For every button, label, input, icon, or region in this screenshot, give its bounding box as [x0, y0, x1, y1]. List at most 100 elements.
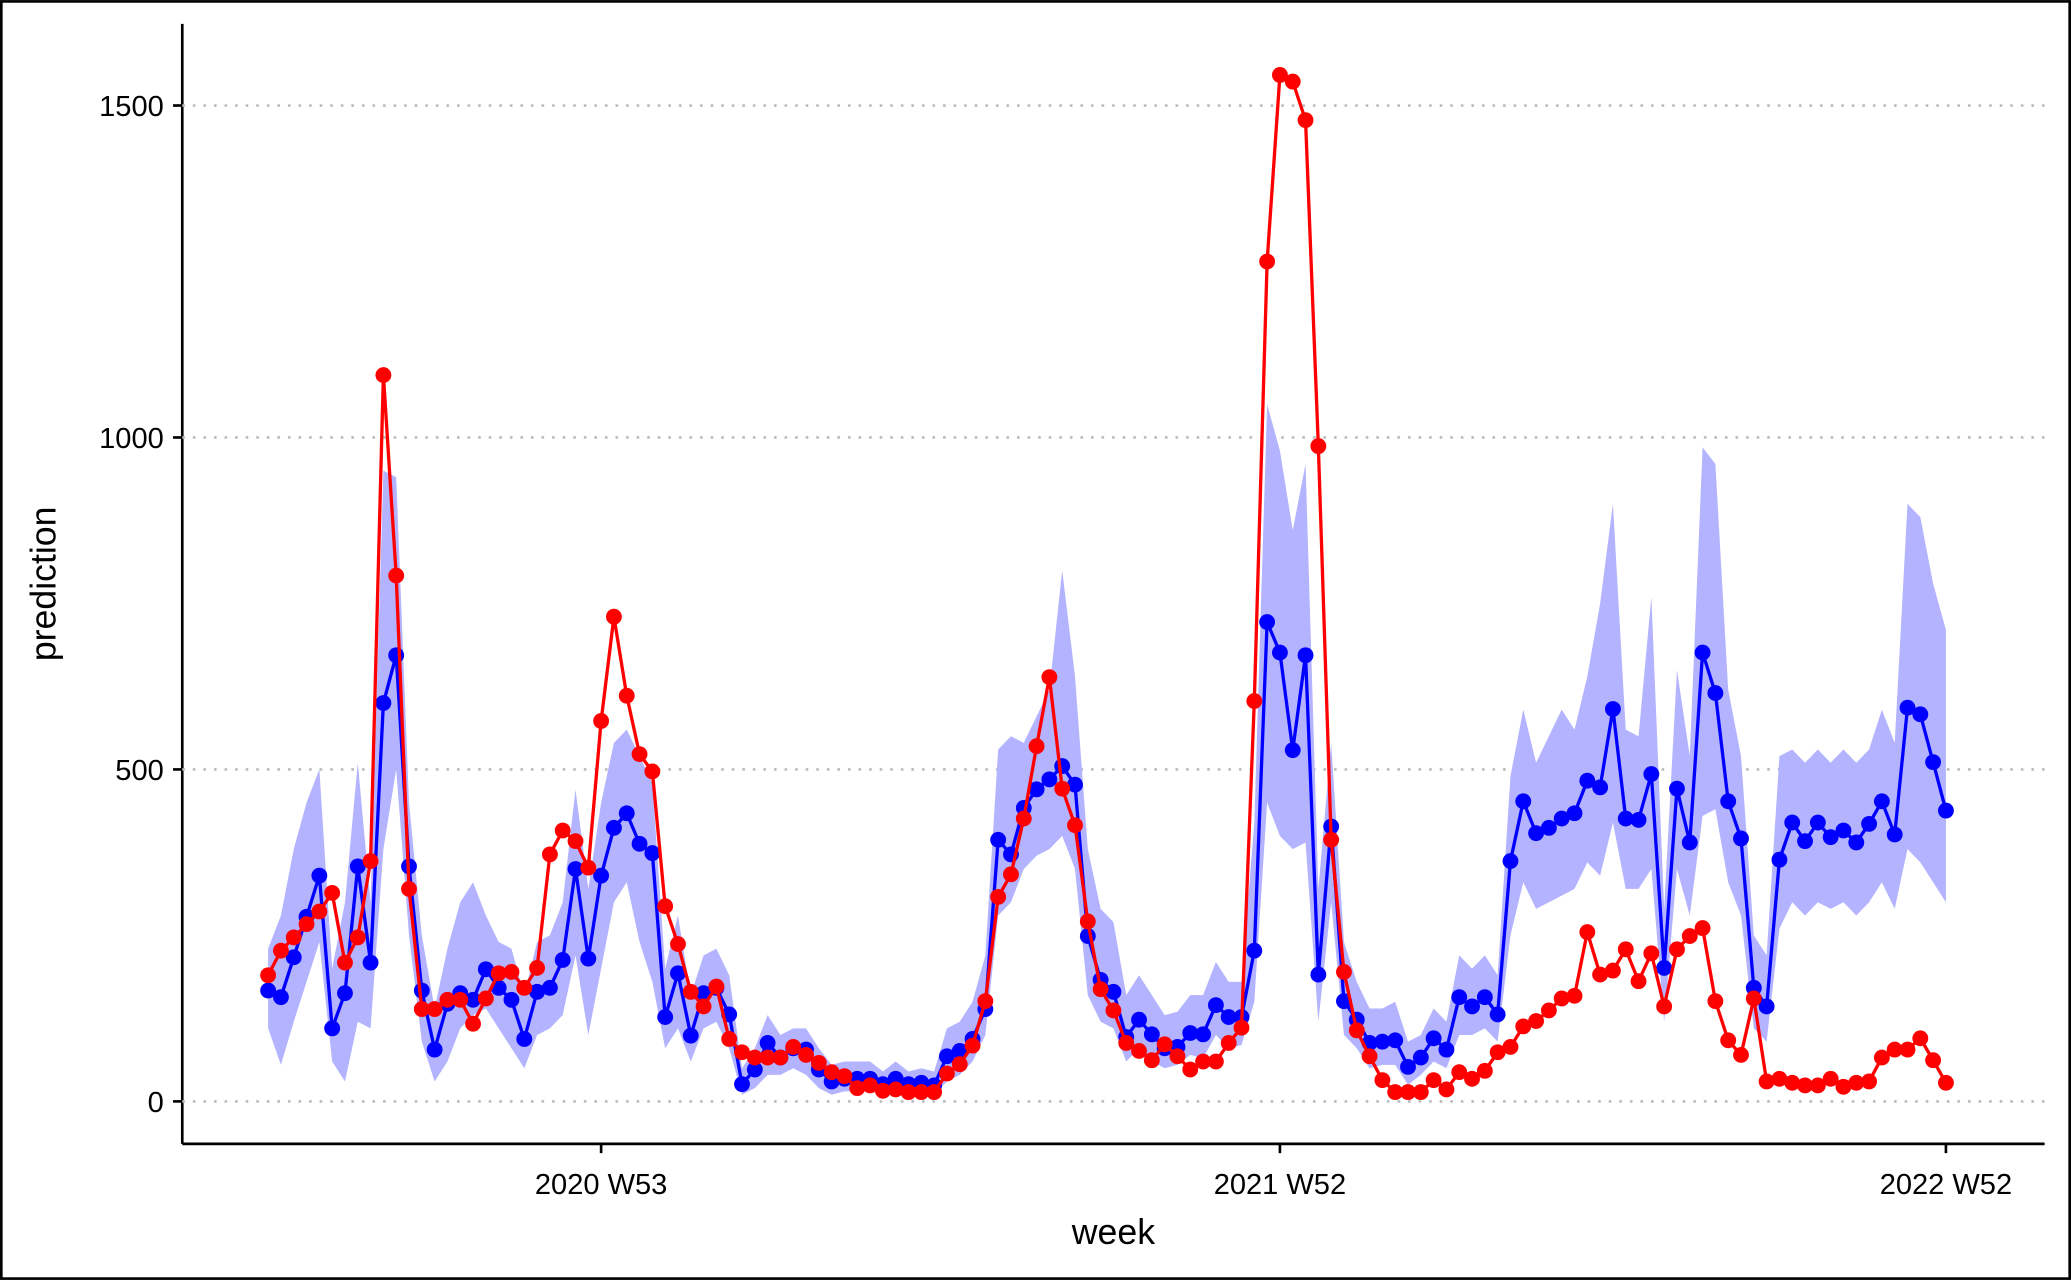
data-point	[1003, 866, 1019, 883]
data-point	[1233, 1019, 1250, 1036]
data-point	[1143, 1052, 1160, 1069]
data-point	[990, 888, 1007, 905]
data-point	[1886, 826, 1903, 843]
data-point	[1054, 758, 1071, 775]
y-tick-label: 0	[148, 1087, 164, 1119]
data-point	[977, 993, 994, 1010]
data-point	[964, 1037, 981, 1054]
data-point	[1861, 1073, 1878, 1090]
data-point	[746, 1061, 763, 1078]
data-point	[1553, 990, 1570, 1007]
data-point	[503, 991, 520, 1008]
data-point	[580, 950, 597, 967]
data-point	[1861, 815, 1878, 832]
data-point	[1182, 1025, 1199, 1041]
data-point	[606, 608, 622, 625]
data-point	[1566, 987, 1583, 1004]
data-point	[1617, 810, 1634, 827]
data-point	[1400, 1084, 1416, 1101]
data-point	[1079, 913, 1096, 930]
data-point	[657, 898, 674, 915]
data-point	[567, 861, 584, 877]
data-point	[273, 989, 289, 1006]
data-point	[1336, 964, 1352, 980]
data-point	[759, 1035, 776, 1051]
data-point	[529, 960, 546, 976]
data-point	[1451, 1064, 1468, 1081]
data-point	[554, 822, 571, 839]
data-point	[1489, 1006, 1506, 1023]
data-point	[1092, 981, 1109, 998]
data-point	[541, 979, 558, 996]
data-point	[1630, 811, 1647, 828]
data-point	[1848, 834, 1865, 851]
data-point	[1028, 738, 1045, 755]
y-tick-label: 1000	[99, 423, 164, 455]
data-point	[1707, 993, 1724, 1010]
data-point	[670, 965, 686, 982]
data-point	[567, 833, 584, 850]
data-point	[1195, 1026, 1212, 1043]
data-point	[670, 936, 686, 952]
data-point	[1041, 771, 1058, 788]
data-point	[1528, 1013, 1545, 1029]
data-point	[529, 983, 546, 1000]
data-point	[823, 1064, 840, 1081]
data-point	[388, 567, 405, 584]
data-point	[311, 903, 328, 920]
data-point	[1412, 1084, 1429, 1101]
data-point	[375, 695, 392, 711]
data-point	[1515, 1018, 1532, 1035]
data-point	[913, 1084, 930, 1101]
data-point	[375, 367, 392, 383]
data-point	[1374, 1072, 1391, 1089]
data-point	[1476, 1062, 1493, 1079]
data-point	[887, 1081, 904, 1098]
data-point	[1912, 1030, 1929, 1047]
data-point	[1643, 945, 1660, 962]
data-point	[1886, 1041, 1903, 1058]
data-point	[1605, 962, 1621, 979]
data-point	[746, 1049, 763, 1066]
data-point	[1745, 990, 1762, 1007]
data-point	[1694, 920, 1711, 937]
y-axis-label: prediction	[23, 507, 63, 662]
data-point	[657, 1009, 674, 1025]
data-point	[1733, 1046, 1749, 1063]
data-point	[708, 978, 725, 995]
data-point	[810, 1054, 827, 1071]
data-point	[1131, 1043, 1147, 1059]
data-point	[1515, 793, 1532, 810]
data-point	[1323, 831, 1340, 848]
data-point	[1246, 942, 1263, 959]
data-point	[990, 831, 1007, 848]
data-point	[1272, 644, 1288, 661]
data-point	[1220, 1009, 1237, 1025]
data-point	[426, 1001, 443, 1018]
data-point	[1489, 1044, 1506, 1061]
data-point	[1899, 1041, 1916, 1058]
data-point	[631, 835, 648, 852]
data-point	[1938, 1074, 1954, 1091]
data-point	[1835, 822, 1852, 839]
data-point	[631, 746, 648, 763]
data-point	[439, 991, 456, 1008]
x-axis-label: week	[1071, 1212, 1155, 1252]
data-point	[1873, 793, 1890, 810]
x-tick-label: 2021 W52	[1214, 1169, 1346, 1201]
confidence-band	[268, 404, 1946, 1095]
data-point	[1297, 647, 1314, 664]
series-line	[266, 72, 1948, 1094]
data-point	[1425, 1030, 1442, 1047]
y-tick-label: 1500	[99, 91, 164, 123]
data-point	[682, 1027, 699, 1044]
data-point	[1592, 779, 1609, 796]
data-point	[618, 687, 635, 704]
data-point	[349, 858, 366, 875]
data-point	[1797, 833, 1813, 850]
data-point	[1502, 853, 1519, 869]
data-point	[298, 916, 315, 933]
data-point	[1822, 829, 1839, 846]
data-point	[426, 1041, 443, 1058]
